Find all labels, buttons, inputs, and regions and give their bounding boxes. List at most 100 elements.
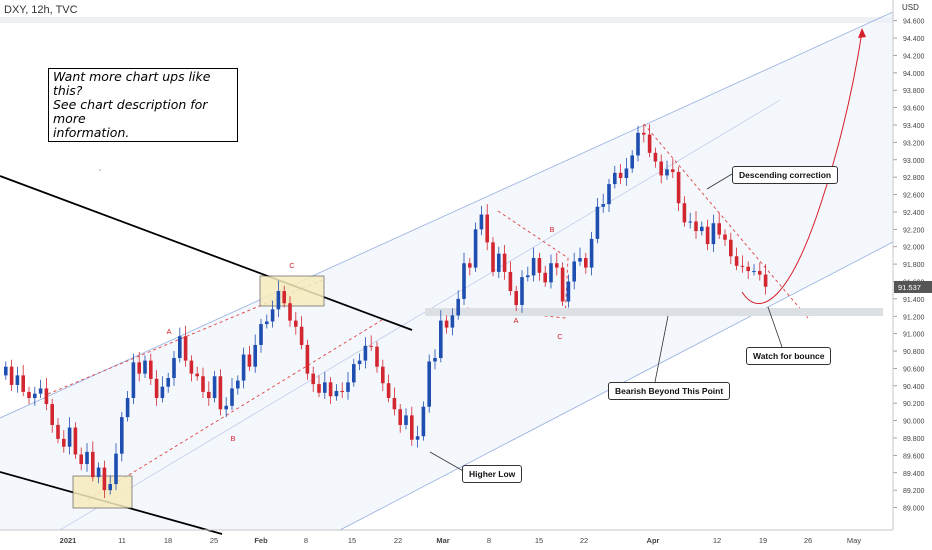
candle-body (386, 383, 391, 398)
candle-body (38, 388, 43, 394)
candle-body (218, 376, 223, 410)
candle-body (485, 214, 489, 243)
candle-body (67, 427, 72, 447)
x-tick-label: Mar (436, 536, 449, 545)
y-tick-label: 91.400 (903, 297, 925, 304)
candle-body (682, 203, 687, 223)
candle-body (253, 344, 257, 367)
candle-body (288, 303, 292, 321)
x-tick-label: 12 (713, 536, 721, 545)
x-tick-label: Feb (254, 536, 268, 545)
y-tick-label: 91.200 (903, 314, 925, 321)
candle-body (108, 484, 112, 491)
y-tick-label: 93.200 (903, 140, 925, 147)
candle-body (317, 384, 321, 393)
candle-body (375, 346, 379, 367)
candle-body (27, 391, 31, 398)
candle-body (601, 204, 605, 207)
candle-body (120, 417, 124, 454)
candle-body (230, 388, 234, 406)
candle-body (462, 263, 466, 299)
candle-body (647, 134, 652, 153)
candle-body (357, 360, 362, 365)
y-tick-label: 89.800 (903, 436, 925, 443)
candle-body (630, 155, 634, 169)
currency-label[interactable]: USD (902, 3, 919, 12)
candle-body (555, 263, 559, 268)
candle-body (323, 382, 327, 393)
candle-body (607, 184, 611, 205)
candle-body (311, 373, 315, 385)
candle-body (381, 366, 385, 384)
y-tick-label: 92.200 (903, 227, 925, 234)
x-tick-label: 25 (210, 536, 218, 545)
candle-body (346, 382, 350, 392)
wave-label: C (289, 261, 295, 270)
y-tick-label: 90.000 (903, 419, 925, 426)
candle-body (50, 404, 54, 425)
candle-body (56, 424, 60, 439)
trendline-upper (0, 175, 413, 331)
candle-body (723, 234, 727, 240)
pointer-descending (706, 173, 733, 190)
candle-body (340, 391, 344, 393)
candle-body (671, 169, 675, 172)
y-tick-label: 89.600 (903, 453, 925, 460)
candle-body (520, 277, 524, 305)
candle-body (236, 380, 240, 389)
y-tick-label: 90.400 (903, 384, 925, 391)
candle-body (224, 405, 228, 410)
candle-body (178, 336, 182, 359)
x-tick-label: 26 (804, 536, 812, 545)
y-tick-label: 93.800 (903, 88, 925, 95)
candle-body (752, 271, 756, 273)
forecast-arrowhead (858, 28, 866, 38)
candle-body (247, 354, 252, 367)
candle-body (618, 172, 623, 179)
wave-label: B (549, 225, 554, 234)
candle-body (531, 258, 536, 276)
candle-body (241, 354, 246, 381)
candle-body (473, 229, 478, 268)
y-tick-label: 93.000 (903, 158, 925, 165)
candle-body (276, 291, 281, 310)
candle-body (195, 373, 199, 377)
candle-body (62, 438, 66, 447)
candle-body (305, 344, 310, 374)
y-tick-label: 89.200 (903, 488, 925, 495)
candle-body (91, 451, 95, 478)
y-tick-label: 93.600 (903, 106, 925, 113)
candle-body (439, 320, 443, 359)
candle-body (282, 291, 286, 304)
y-tick-label: 91.000 (903, 332, 925, 339)
candle-body (589, 238, 594, 268)
candle-body (497, 253, 501, 272)
y-tick-label: 94.400 (903, 36, 925, 43)
y-tick-label: 93.400 (903, 123, 925, 130)
candle-body (636, 132, 640, 156)
candle-body (415, 436, 420, 440)
x-tick-label: 8 (304, 536, 308, 545)
candle-body (584, 258, 588, 268)
candle-body (102, 467, 107, 491)
candle-body (543, 272, 547, 283)
callout-higher-low: Higher Low (462, 465, 523, 483)
top-band (0, 17, 893, 23)
candle-body (212, 376, 217, 398)
candle-body (427, 361, 431, 407)
candle-body (404, 415, 408, 425)
y-axis: 89.000 89.200 89.400 89.600 89.800 90.000 90.2… (892, 0, 932, 530)
x-tick-label: 18 (164, 536, 172, 545)
x-tick-label: 22 (394, 536, 402, 545)
candle-body (729, 239, 733, 257)
candle-body (421, 406, 426, 437)
x-tick-label: 2021 (60, 536, 77, 545)
candle-body (578, 258, 582, 262)
candle-body (299, 326, 304, 345)
channel-upper-line (0, 11, 894, 419)
y-tick-label: 92.400 (903, 210, 925, 217)
candle-body (549, 263, 553, 283)
candle-body (73, 427, 78, 455)
symbol-title[interactable]: DXY, 12h, TVC (4, 4, 78, 16)
